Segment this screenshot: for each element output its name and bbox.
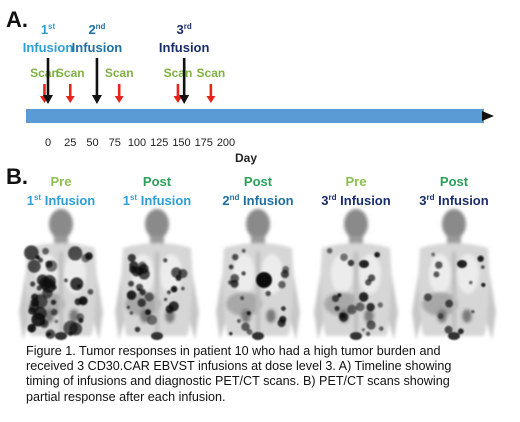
scan-infusion-word: Infusion [435,193,489,208]
ordinal-suffix: st [48,22,55,31]
caption-line: partial response after each infusion. [26,389,226,404]
caption-line: received 3 CD30.CAR EBVST infusions at d… [26,359,452,374]
scan-label: Scan [164,66,193,80]
scan-timing-label: Post [244,174,273,189]
timeline-bar [26,109,484,123]
ordinal-suffix: rd [184,22,192,31]
scan-label: Scan [105,66,134,80]
ordinal-suffix: nd [230,193,240,202]
scan-column: Pre 3rd Infusion [314,174,398,340]
scan-column: Post 3rd Infusion [412,174,496,340]
scan-infusion-word: Infusion [41,193,95,208]
tick-label: 100 [128,137,146,149]
scan-ordinal: 3 [321,193,328,208]
figure-caption: Figure 1. Tumor responses in patient 10 … [26,344,514,405]
ordinal-suffix: st [34,193,41,202]
infusion-ordinal: 1st [41,22,56,37]
tick-label: 0 [45,137,51,149]
tick-label: 200 [217,137,235,149]
scan-infusion-word: Infusion [239,193,293,208]
scan-ordinal: 2 [222,193,229,208]
tumor-uptake [126,253,188,340]
scan-column: Pre 1st Infusion [19,174,103,340]
scan-infusion-label: 3rd Infusion [419,193,488,208]
caption-line: Figure 1. Tumor responses in patient 10 … [26,344,441,358]
scan-ordinal: 1 [27,193,34,208]
ordinal-suffix: nd [96,22,106,31]
tick-label: 125 [150,137,168,149]
scan-infusion-word: Infusion [137,193,191,208]
scan-infusion-word: Infusion [337,193,391,208]
infusion-label: Infusion [23,40,74,55]
tumor-uptake [228,248,290,340]
scan-timing-label: Pre [346,174,367,189]
axis-ticks: 0 25 50 75 100 125 150 175 200 [45,137,235,149]
scan-ordinal: 1 [123,193,130,208]
tick-label: 175 [195,137,213,149]
scan-column: Post 1st Infusion [115,174,199,340]
ordinal-suffix: rd [427,193,435,202]
scan-label: Scan [197,66,226,80]
pet-ct-image [412,209,496,340]
scan-arrow [173,84,183,103]
timeline-arrowhead [482,111,494,121]
caption-line: timing of infusions and diagnostic PET/C… [26,374,450,389]
tick-label: 25 [64,137,76,149]
infusion-ordinal: 2nd [88,22,105,37]
tumor-uptake [326,248,384,340]
tick-label: 150 [172,137,190,149]
infusion-label: Infusion [159,40,210,55]
infusion-arrow [43,58,53,104]
ordinal-suffix: rd [329,193,337,202]
tumor-uptake [423,252,486,340]
axis-label-day: Day [235,151,257,165]
infusion-ordinal: 3rd [177,22,192,37]
panel-b-label: B. [6,164,28,189]
scan-infusion-label: 3rd Infusion [321,193,390,208]
panel-a-label: A. [6,7,28,32]
scan-timing-label: Pre [51,174,72,189]
ordinal-suffix: st [130,193,137,202]
scan-arrow [114,84,124,103]
scan-infusion-label: 1st Infusion [27,193,96,208]
scan-label: Scan [30,66,59,80]
tumor-uptake [24,245,94,340]
scan-timing-label: Post [143,174,172,189]
tick-label: 75 [109,137,121,149]
scan-infusion-label: 1st Infusion [123,193,192,208]
pet-ct-image [216,209,300,340]
scan-label: Scan [56,66,85,80]
panel-a-timeline: A. 0 25 50 75 100 125 150 175 200 Day Scan 1st Inf… [6,7,494,165]
scan-timing-label: Post [440,174,469,189]
pet-ct-image [314,209,398,340]
scan-column: Post 2nd Infusion [216,174,300,340]
tick-label: 50 [86,137,98,149]
scan-ordinal: 3 [419,193,426,208]
scan-infusion-label: 2nd Infusion [222,193,293,208]
scan-arrow [65,84,75,103]
infusion-arrow [179,58,190,104]
infusion-label: Infusion [72,40,123,55]
infusion-arrow [91,58,102,104]
scan-arrow [206,84,216,103]
